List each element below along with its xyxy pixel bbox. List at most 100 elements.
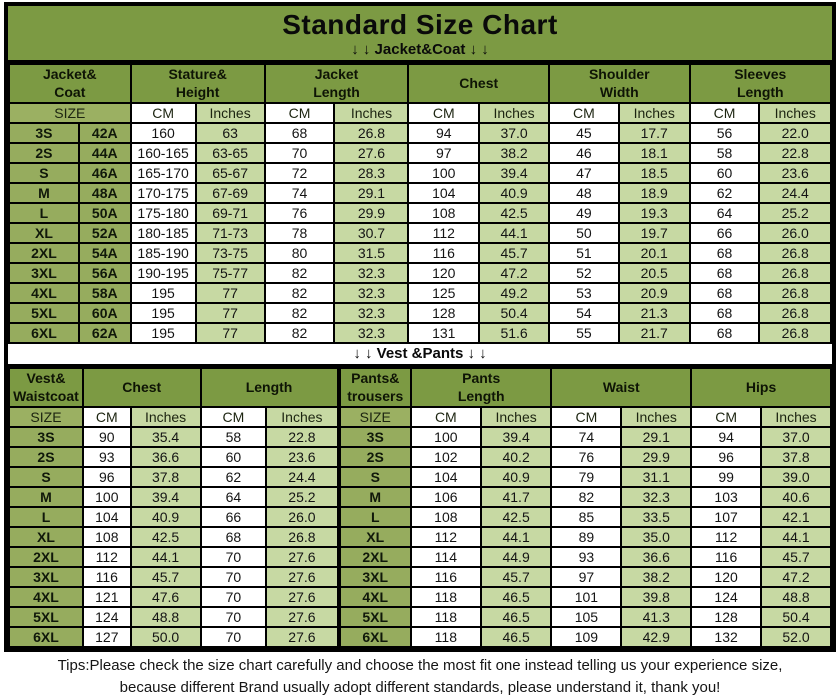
cell-vest-chest-cm: 104: [81, 505, 132, 528]
cell-vest-chest-cm: 100: [81, 485, 132, 508]
cell-vest-chest-inches: 50.0: [129, 625, 202, 648]
cell-hips-inches: 37.8: [760, 445, 832, 468]
cell-vest-chest-inches: 42.5: [129, 525, 202, 548]
cell-waist-inches: 31.1: [620, 465, 693, 488]
cell-hips-inches: 37.0: [760, 425, 832, 448]
vest-group-header-row: Vest& Waistcoat Chest Length Pants& trou…: [8, 366, 832, 408]
cell-shoulder-cm: 53: [548, 281, 620, 304]
cell-waist-cm: 101: [550, 585, 623, 608]
cell-sleeve-cm: 68: [688, 301, 761, 324]
cell-stature-inches: 73-75: [194, 241, 266, 264]
cell-sleeve-cm: 56: [688, 121, 761, 144]
cell-jacket-length-inches: 32.3: [333, 301, 410, 324]
cell-waist-inches: 38.2: [620, 565, 693, 588]
cell-stature-cm: 180-185: [129, 221, 197, 244]
cell-waist-cm: 79: [550, 465, 623, 488]
cell-pants-size: 5XL: [336, 605, 412, 628]
cell-shoulder-cm: 45: [548, 121, 620, 144]
cell-hips-cm: 99: [690, 465, 763, 488]
cell-jacket-length-inches: 28.3: [333, 161, 410, 184]
cell-hips-inches: 40.6: [760, 485, 832, 508]
cell-vest-length-cm: 70: [199, 565, 268, 588]
cell-shoulder-cm: 48: [548, 181, 620, 204]
cell-vest-length-inches: 24.4: [265, 465, 340, 488]
cell-pants-length-cm: 118: [409, 605, 482, 628]
cell-chest-inches: 40.9: [478, 181, 550, 204]
cell-jacket-length-inches: 32.3: [333, 261, 410, 284]
cell-shoulder-inches: 21.7: [617, 321, 691, 344]
unit-header-inches: Inches: [760, 405, 832, 428]
cell-waist-inches: 29.9: [620, 445, 693, 468]
size-header: SIZE: [336, 405, 412, 428]
cell-waist-cm: 85: [550, 505, 623, 528]
cell-pants-length-cm: 100: [409, 425, 482, 448]
cell-pants-length-cm: 114: [409, 545, 482, 568]
cell-pants-length-cm: 102: [409, 445, 482, 468]
cell-pants-size: S: [336, 465, 412, 488]
cell-vest-chest-cm: 90: [81, 425, 132, 448]
cell-size-code: 58A: [77, 281, 132, 304]
cell-hips-inches: 50.4: [760, 605, 832, 628]
page-title: Standard Size Chart: [282, 9, 558, 40]
cell-vest-length-cm: 62: [199, 465, 268, 488]
cell-vest-length-inches: 27.6: [265, 625, 340, 648]
cell-jacket-length-cm: 82: [263, 321, 336, 344]
cell-vest-size: M: [8, 485, 84, 508]
cell-sleeve-inches: 26.8: [758, 281, 832, 304]
cell-sleeve-inches: 25.2: [758, 201, 832, 224]
cell-size: 2S: [8, 141, 80, 164]
unit-header-inches: Inches: [194, 101, 266, 124]
title-band: Standard Size Chart ↓ ↓ Jacket&Coat ↓ ↓: [8, 6, 832, 63]
cell-sleeve-cm: 68: [688, 321, 761, 344]
cell-pants-length-cm: 118: [409, 625, 482, 648]
cell-pants-size: L: [336, 505, 412, 528]
cell-size-code: 60A: [77, 301, 132, 324]
cell-sleeve-inches: 26.8: [758, 321, 832, 344]
cell-shoulder-cm: 46: [548, 141, 620, 164]
column-header-jacket-length: Jacket Length: [263, 62, 410, 104]
cell-vest-length-cm: 68: [199, 525, 268, 548]
column-header-hips: Hips: [690, 366, 832, 408]
cell-hips-inches: 48.8: [760, 585, 832, 608]
column-header-pants-length: Pants Length: [409, 366, 553, 408]
cell-chest-cm: 125: [407, 281, 481, 304]
cell-pants-length-inches: 44.1: [479, 525, 553, 548]
cell-sleeve-cm: 64: [688, 201, 761, 224]
cell-jacket-length-inches: 27.6: [333, 141, 410, 164]
cell-stature-cm: 195: [129, 281, 197, 304]
cell-pants-length-cm: 118: [409, 585, 482, 608]
cell-size: S: [8, 161, 80, 184]
cell-size-code: 50A: [77, 201, 132, 224]
cell-pants-length-cm: 116: [409, 565, 482, 588]
cell-vest-length-inches: 27.6: [265, 545, 340, 568]
cell-size-code: 46A: [77, 161, 132, 184]
cell-chest-inches: 42.5: [478, 201, 550, 224]
cell-jacket-length-cm: 82: [263, 301, 336, 324]
cell-chest-inches: 50.4: [478, 301, 550, 324]
cell-vest-length-cm: 70: [199, 585, 268, 608]
cell-vest-size: 3S: [8, 425, 84, 448]
cell-pants-size: 2S: [336, 445, 412, 468]
cell-jacket-length-inches: 32.3: [333, 321, 410, 344]
size-chart: Standard Size Chart ↓ ↓ Jacket&Coat ↓ ↓ …: [4, 2, 836, 652]
cell-waist-cm: 109: [550, 625, 623, 648]
unit-header-cm: CM: [81, 405, 132, 428]
table-row: 2S 44A 160-165 63-65 70 27.6 97 38.2 46 …: [8, 141, 832, 164]
cell-shoulder-inches: 20.9: [617, 281, 691, 304]
cell-stature-inches: 63-65: [194, 141, 266, 164]
column-header-vest-waistcoat: Vest& Waistcoat: [8, 366, 84, 408]
cell-shoulder-inches: 20.5: [617, 261, 691, 284]
cell-sleeve-cm: 68: [688, 261, 761, 284]
cell-size: L: [8, 201, 80, 224]
cell-pants-length-inches: 46.5: [479, 625, 553, 648]
cell-hips-cm: 132: [690, 625, 763, 648]
cell-hips-inches: 42.1: [760, 505, 832, 528]
cell-vest-chest-cm: 127: [81, 625, 132, 648]
unit-header-cm: CM: [407, 101, 481, 124]
jacket-unit-header-row: SIZE CM Inches CM Inches CM Inches CM In…: [8, 101, 832, 124]
cell-hips-cm: 103: [690, 485, 763, 508]
cell-stature-inches: 71-73: [194, 221, 266, 244]
unit-header-cm: CM: [409, 405, 482, 428]
size-header: SIZE: [8, 405, 84, 428]
vest-pants-table: Vest& Waistcoat Chest Length Pants& trou…: [8, 366, 832, 648]
